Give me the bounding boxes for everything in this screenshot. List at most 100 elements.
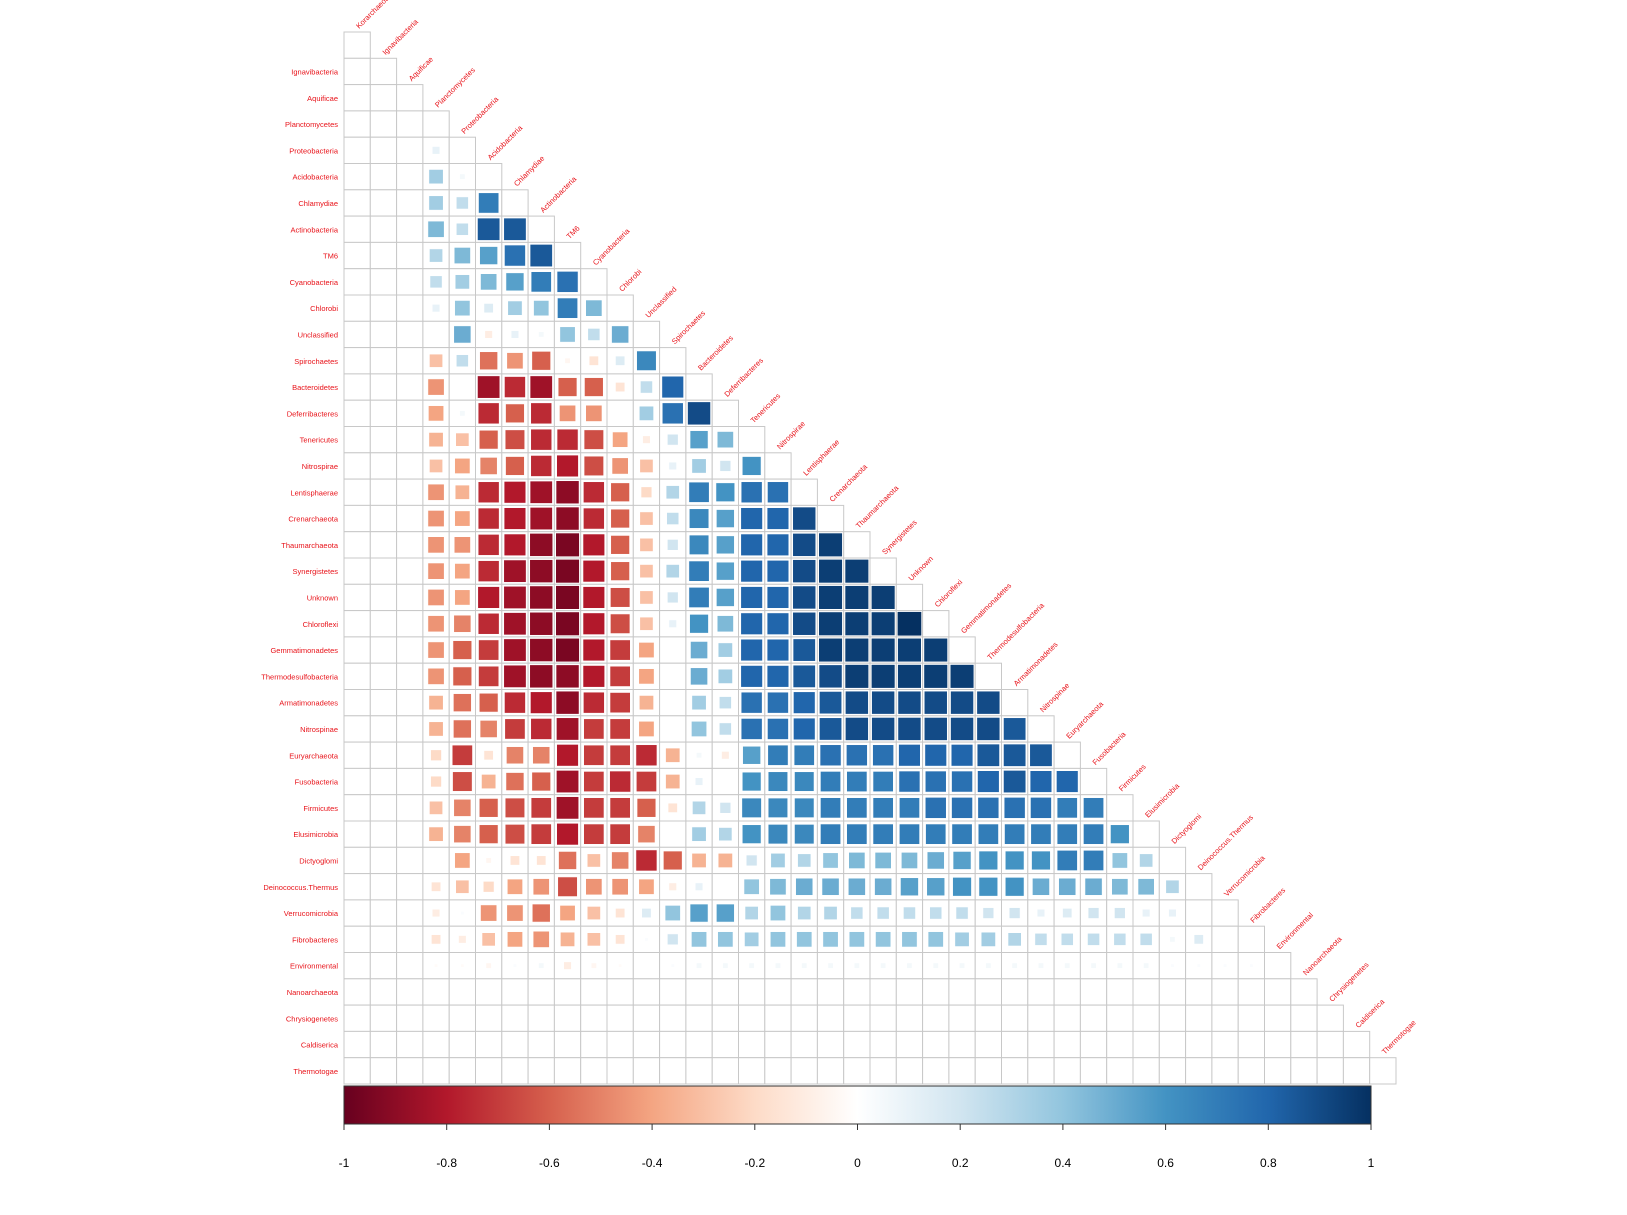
grid-cell-39-38: [1342, 1057, 1371, 1085]
grid-cell-38-2: [396, 1030, 424, 1059]
corr-cell-Armatimonadetes-Acidobacteria: [478, 692, 499, 713]
corr-cell-Synergistetes-Thaumarchaeota: [844, 559, 869, 584]
corr-cell-Bacteroidetes-Spirochaetes: [661, 375, 684, 399]
grid-cell-30-1: [369, 820, 398, 848]
grid-cell-38-20: [869, 1030, 897, 1059]
corr-cell-Environmental-Bacteroidetes: [696, 962, 703, 969]
corr-cell-Euryarchaeota-Lentisphaerae: [793, 744, 815, 766]
grid-cell-6-6: [501, 189, 529, 217]
corr-cell-Environmental-Elusimicrobia: [1143, 962, 1150, 969]
diagonal-label-Lentisphaerae: Lentisphaerae: [801, 438, 841, 478]
corr-cell-Gemmatimonadetes-Proteobacteria: [452, 640, 473, 660]
corr-cell-Fibrobacteres-Deinococcus.Thermus: [1193, 934, 1204, 945]
corr-cell-Thermodesulfobacteria-Acidobacteria: [478, 665, 500, 687]
corr-cell-Deinococcus.Thermus-TM6: [557, 876, 578, 897]
corr-cell-Environmental-Nitrospinae: [1037, 962, 1044, 969]
corr-cell-Crenarchaeota-Lentisphaerae: [792, 506, 817, 531]
corr-cell-Environmental-Deinococcus.Thermus: [1196, 963, 1201, 968]
corr-cell-Verrucomicrobia-Firmicutes: [1114, 907, 1126, 919]
corr-cell-Chloroflexi-Nitrospirae: [766, 612, 790, 635]
diagonal-label-Nitrospinae: Nitrospinae: [1038, 681, 1071, 714]
corr-cell-Spirochaetes-Unclassified: [636, 350, 657, 371]
diagonal-label-Synergistetes: Synergistetes: [880, 518, 919, 557]
corr-cell-Elusimicrobia-Proteobacteria: [453, 825, 472, 844]
grid-cell-36-34: [1237, 978, 1265, 1006]
corr-cell-Nitrospirae-Planctomycetes: [429, 458, 444, 473]
corr-cell-Verrucomicrobia-Planctomycetes: [431, 908, 441, 918]
corr-cell-Elusimicrobia-Tenericutes: [741, 824, 762, 844]
grid-cell-6-2: [396, 189, 424, 217]
corr-cell-Firmicutes-Unclassified: [636, 798, 657, 818]
grid-cell-37-1: [369, 1004, 398, 1032]
grid-cell-32-14: [711, 873, 740, 901]
row-label-Armatimonadetes: Armatimonadetes: [279, 699, 338, 708]
grid-cell-17-2: [396, 478, 424, 506]
grid-cell-36-18: [816, 978, 845, 1006]
grid-cell-4-4: [448, 136, 477, 164]
grid-cell-37-33: [1211, 1004, 1239, 1032]
corr-cell-Environmental-Thermodesulfobacteria: [985, 962, 992, 969]
corr-cell-Nitrospirae-Tenericutes: [741, 456, 762, 476]
grid-cell-36-5: [475, 978, 503, 1006]
corr-cell-Nitrospirae-Unclassified: [639, 458, 654, 473]
grid-cell-11-1: [369, 320, 398, 349]
grid-cell-37-7: [527, 1004, 555, 1032]
colorbar-tick-label: 0.8: [1260, 1156, 1277, 1170]
corr-cell-Deinococcus.Thermus-Synergistetes: [874, 877, 893, 896]
row-label-Dictyoglomi: Dictyoglomi: [299, 856, 338, 865]
grid-cell-37-27: [1053, 1004, 1081, 1032]
grid-cell-38-29: [1106, 1030, 1134, 1059]
corr-cell-Deinococcus.Thermus-Chlamydiae: [506, 878, 523, 895]
corr-cell-Proteobacteria-Planctomycetes: [431, 146, 441, 155]
corr-cell-Verrucomicrobia-Thermodesulfobacteria: [982, 907, 995, 919]
corr-cell-Cyanobacteria-Actinobacteria: [530, 271, 552, 293]
corr-cell-Elusimicrobia-Bacteroidetes: [691, 826, 707, 842]
corr-cell-Deinococcus.Thermus-Thermodesulfobacteria: [978, 877, 999, 897]
corr-cell-Elusimicrobia-Crenarchaeota: [820, 823, 842, 845]
corr-cell-Fusobacteria-Cyanobacteria: [583, 771, 605, 793]
grid-cell-39-37: [1316, 1057, 1344, 1085]
grid-cell-37-15: [738, 1004, 766, 1032]
diagonal-label-TM6: TM6: [565, 224, 582, 241]
row-label-Synergistetes: Synergistetes: [293, 567, 339, 576]
corr-cell-Spirochaetes-Chlamydiae: [506, 352, 524, 370]
corr-cell-Environmental-Crenarchaeota: [827, 962, 834, 969]
colorbar-tick-label: 0.6: [1157, 1156, 1174, 1170]
grid-cell-6-0: [343, 189, 371, 217]
grid-cell-39-2: [396, 1057, 424, 1085]
grid-cell-36-17: [790, 978, 818, 1006]
grid-cell-35-33: [1211, 952, 1239, 980]
corr-cell-Firmicutes-Thaumarchaeota: [846, 797, 868, 819]
corr-cell-Fusobacteria-Chloroflexi: [924, 770, 947, 793]
grid-cell-39-31: [1158, 1057, 1187, 1085]
grid-cell-39-34: [1237, 1057, 1265, 1085]
diagonal-label-Chloroflexi: Chloroflexi: [933, 577, 965, 609]
grid-cell-39-7: [527, 1057, 555, 1085]
grid-cell-39-6: [501, 1057, 529, 1085]
grid-cell-23-1: [369, 636, 398, 664]
corr-cell-Environmental-TM6: [563, 961, 572, 970]
corr-cell-Deinococcus.Thermus-Chlorobi: [611, 878, 629, 896]
row-label-Chrysiogenetes: Chrysiogenetes: [286, 1014, 338, 1023]
grid-cell-36-2: [396, 978, 424, 1006]
corr-cell-Nitrospinae-Armatimonadetes: [1003, 717, 1027, 741]
grid-cell-24-24: [974, 662, 1003, 691]
grid-cell-37-10: [606, 1004, 634, 1032]
grid-cell-1-1: [369, 57, 398, 86]
corr-cell-Firmicutes-Crenarchaeota: [820, 797, 842, 819]
corr-cell-Dictyoglomi-Lentisphaerae: [797, 853, 812, 868]
grid-cell-38-17: [790, 1030, 818, 1059]
corr-cell-Deferribacteres-Cyanobacteria: [585, 404, 603, 422]
row-label-Spirochaetes: Spirochaetes: [294, 357, 338, 366]
corr-cell-Unclassified-Actinobacteria: [538, 331, 545, 338]
corr-cell-Fusobacteria-Spirochaetes: [665, 774, 681, 790]
grid-cell-31-31: [1158, 846, 1187, 875]
row-label-Fibrobacteres: Fibrobacteres: [292, 935, 338, 944]
grid-cell-26-14: [711, 715, 740, 743]
grid-cell-39-18: [816, 1057, 845, 1085]
grid-cell-37-19: [843, 1004, 871, 1032]
corr-cell-Synergistetes-Spirochaetes: [665, 564, 680, 579]
grid-cell-38-16: [764, 1030, 792, 1059]
colorbar-gradient: [343, 1085, 1372, 1125]
corr-cell-Fusobacteria-Planctomycetes: [430, 775, 442, 788]
